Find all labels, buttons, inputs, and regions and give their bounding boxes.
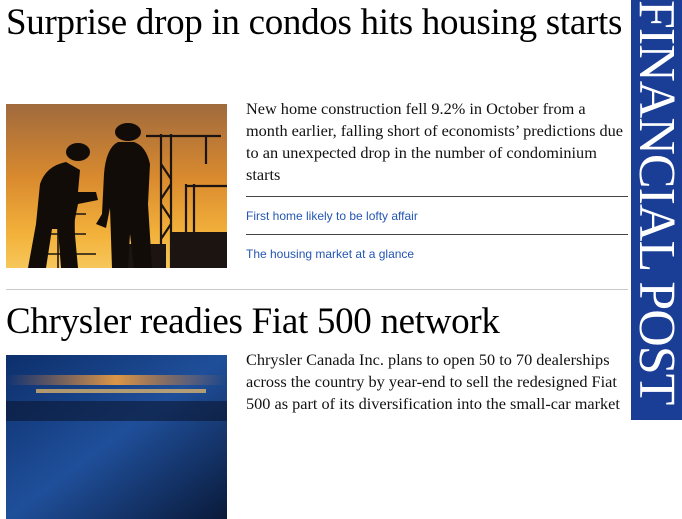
story-housing-starts: Surprise drop in condos hits housing sta… (6, 4, 628, 268)
story-body: New home construction fell 9.2% in Octob… (246, 98, 628, 272)
fiat-dealership-photo[interactable] (6, 355, 227, 519)
story-summary: Chrysler Canada Inc. plans to open 50 to… (246, 350, 620, 413)
story-headline-link[interactable]: Surprise drop in condos hits housing sta… (6, 2, 623, 43)
financial-post-logo: FINANCIAL POST (631, 0, 682, 405)
story-summary: New home construction fell 9.2% in Octob… (246, 99, 624, 184)
story-headline-link[interactable]: Chrysler readies Fiat 500 network (6, 301, 500, 342)
related-link-market-glance[interactable]: The housing market at a glance (246, 234, 628, 272)
construction-workers-photo[interactable] (6, 104, 227, 268)
related-links: First home likely to be lofty affair The… (246, 196, 628, 272)
story-fiat-500: Chrysler readies Fiat 500 network (6, 303, 628, 519)
story-headline[interactable]: Chrysler readies Fiat 500 network (6, 303, 628, 341)
story-divider (6, 289, 628, 290)
story-body: Chrysler Canada Inc. plans to open 50 to… (246, 349, 628, 415)
financial-post-banner[interactable]: FINANCIAL POST (631, 0, 682, 420)
related-link-lofty-affair[interactable]: First home likely to be lofty affair (246, 196, 628, 234)
story-headline[interactable]: Surprise drop in condos hits housing sta… (6, 4, 628, 42)
